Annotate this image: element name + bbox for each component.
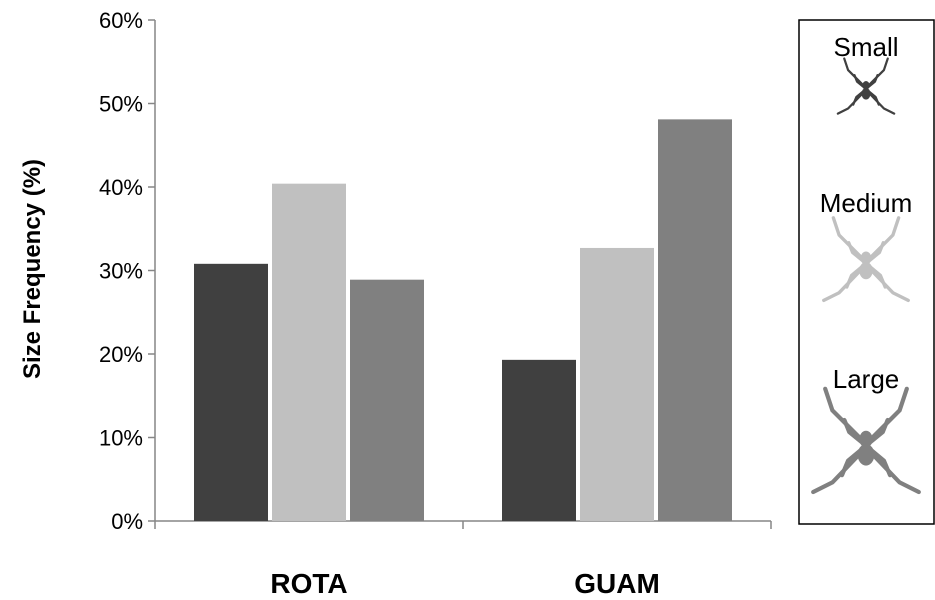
legend-label-medium: Medium: [820, 188, 912, 218]
bars: [194, 119, 732, 522]
bar-rota-medium: [272, 183, 346, 521]
y-ticks: 0% 10% 20% 30% 40% 50% 60%: [99, 8, 155, 534]
y-axis-label: Size Frequency (%): [19, 159, 46, 379]
bar-guam-large: [658, 119, 732, 522]
y-tick-label: 60%: [99, 8, 143, 33]
y-tick-label: 20%: [99, 342, 143, 367]
spider-icon: [813, 389, 919, 492]
legend-label-small: Small: [833, 32, 898, 62]
x-tick-labels: ROTA GUAM: [270, 568, 660, 599]
legend-box: [798, 19, 935, 525]
spider-icon: [822, 216, 910, 303]
legend-label-large: Large: [833, 364, 900, 394]
y-tick-label: 40%: [99, 175, 143, 200]
x-tick-label: GUAM: [574, 568, 660, 595]
x-tick-label: ROTA: [270, 568, 347, 595]
bar-guam-small: [502, 359, 576, 521]
legend: Small Medium Large: [798, 19, 935, 525]
spider-icon: [836, 57, 896, 115]
y-tick-label: 10%: [99, 426, 143, 451]
y-tick-label: 50%: [99, 92, 143, 117]
y-tick-label: 30%: [99, 259, 143, 284]
bar-rota-large: [350, 279, 424, 521]
bar-rota-small: [194, 263, 268, 521]
x-ticks: [154, 521, 772, 529]
bar-guam-medium: [580, 247, 654, 521]
y-tick-label: 0%: [111, 509, 143, 534]
